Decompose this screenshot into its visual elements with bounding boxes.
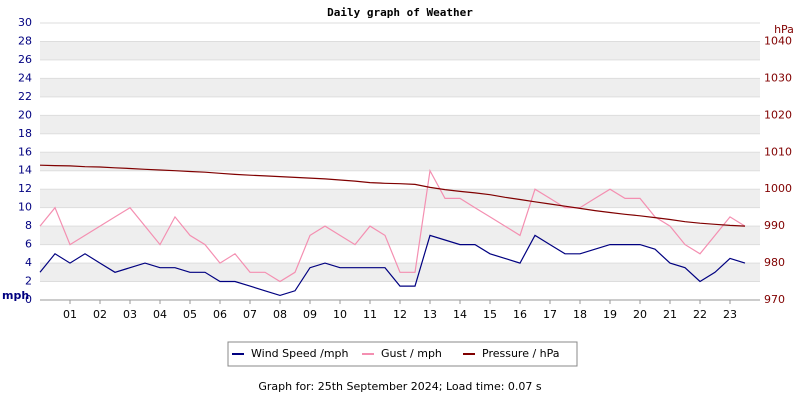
footer: Graph for: 25th September 2024; Load tim… [258,380,542,393]
x-tick-label: 13 [423,308,437,321]
x-tick-label: 19 [603,308,617,321]
x-tick-label: 10 [333,308,347,321]
y-tick-label: 10 [18,201,32,214]
legend-label: Gust / mph [381,347,442,360]
x-tick-label: 08 [273,308,287,321]
y2-tick-label: 1030 [764,71,792,84]
y-tick-label: 18 [18,127,32,140]
plot-area [40,22,760,301]
x-tick-label: 09 [303,308,317,321]
x-tick-label: 21 [663,308,677,321]
grid-band [40,189,760,208]
x-tick-label: 22 [693,308,707,321]
x-tick-label: 14 [453,308,467,321]
y-tick-label: 12 [18,182,32,195]
x-tick-label: 18 [573,308,587,321]
y-tick-label: 6 [25,238,32,251]
y2-tick-label: 1000 [764,182,792,195]
x-tick-label: 12 [393,308,407,321]
y-tick-label: 0 [25,293,32,306]
y-tick-label: 26 [18,53,32,66]
y-tick-label: 20 [18,108,32,121]
x-tick-label: 20 [633,308,647,321]
x-tick-label: 05 [183,308,197,321]
series-line [39,168,746,283]
y2-axis-label: hPa [774,23,794,36]
y2-tick-label: 990 [764,219,785,232]
y-tick-label: 14 [18,164,32,177]
y-tick-label: 28 [18,34,32,47]
y2-tick-label: 1010 [764,145,792,158]
x-tick-label: 02 [93,308,107,321]
x-tick-label: 23 [723,308,737,321]
y-tick-label: 24 [18,71,32,84]
grid-band [40,152,760,171]
legend-box [227,341,578,367]
y-tick-label: 8 [25,219,32,232]
y-tick-label: 16 [18,145,32,158]
y2-tick-label: 1020 [764,108,792,121]
y-tick-label: 22 [18,90,32,103]
y-tick-label: 2 [25,275,32,288]
x-tick-label: 04 [153,308,167,321]
y2-tick-label: 980 [764,256,785,269]
grid-band [40,115,760,134]
x-tick-label: 06 [213,308,227,321]
grid-band [40,78,760,97]
x-tick-label: 07 [243,308,257,321]
x-tick-label: 17 [543,308,557,321]
x-tick-label: 03 [123,308,137,321]
x-tick-label: 16 [513,308,527,321]
legend-label: Wind Speed /mph [251,347,349,360]
series-line [39,164,746,227]
y2-tick-label: 970 [764,293,785,306]
legend-label: Pressure / hPa [482,347,560,360]
y-tick-label: 30 [18,16,32,29]
y-axis-label: mph [2,289,29,302]
x-tick-label: 15 [483,308,497,321]
y-tick-label: 4 [25,256,32,269]
x-tick-label: 01 [63,308,77,321]
grid-band [40,41,760,60]
grid-band [40,226,760,245]
y2-tick-label: 1040 [764,34,792,47]
chart-title: Daily graph of Weather [327,6,473,19]
x-tick-label: 11 [363,308,377,321]
series-line [39,234,746,297]
